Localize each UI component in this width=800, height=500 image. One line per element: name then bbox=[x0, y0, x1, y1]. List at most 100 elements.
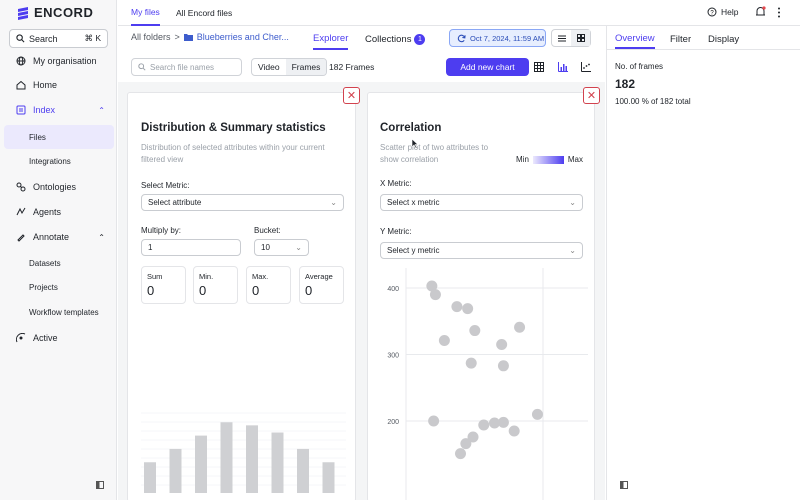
sidebar-item-label: Agents bbox=[33, 207, 62, 217]
chevron-down-icon: ⌄ bbox=[295, 243, 302, 252]
file-search-input[interactable]: Search file names bbox=[131, 58, 242, 76]
kebab-menu-icon[interactable] bbox=[777, 7, 781, 20]
select-metric-value: Select attribute bbox=[148, 198, 202, 207]
stat-label: Max. bbox=[252, 272, 269, 281]
close-correlation-card-button[interactable]: ✕ bbox=[583, 87, 600, 104]
sidebar-item-datasets[interactable]: Datasets bbox=[0, 251, 117, 275]
tab-filter[interactable]: Filter bbox=[670, 34, 692, 45]
bucket-value: 10 bbox=[261, 243, 270, 252]
breadcrumb-separator: > bbox=[174, 32, 180, 42]
sidebar-item-label: Ontologies bbox=[33, 182, 77, 192]
globe-icon bbox=[15, 56, 26, 67]
global-search[interactable]: Search ⌘ K bbox=[9, 29, 108, 48]
close-distribution-card-button[interactable]: ✕ bbox=[343, 87, 360, 104]
legend-min: Min bbox=[516, 155, 529, 164]
stat-max: Max. 0 bbox=[246, 266, 291, 304]
date-refresh-button[interactable]: Oct 7, 2024, 11:59 AM bbox=[449, 29, 546, 47]
y-tick-label: 400 bbox=[387, 286, 399, 293]
sidebar-item-label: Projects bbox=[29, 282, 58, 292]
scatter-point[interactable] bbox=[426, 280, 438, 292]
sidebar-item-label: Annotate bbox=[33, 232, 70, 242]
bar-chart-view-icon[interactable] bbox=[556, 60, 569, 73]
file-search-placeholder: Search file names bbox=[150, 62, 215, 72]
tab-overview[interactable]: Overview bbox=[615, 30, 655, 49]
scatter-point[interactable] bbox=[531, 408, 543, 420]
table-view-icon[interactable] bbox=[532, 60, 545, 73]
stat-value: 0 bbox=[147, 283, 155, 298]
scatter-point[interactable] bbox=[465, 357, 477, 369]
tab-display[interactable]: Display bbox=[708, 34, 740, 45]
brand-name: ENCORD bbox=[34, 5, 94, 20]
refresh-icon bbox=[457, 34, 466, 42]
sidebar-item-workflow-templates[interactable]: Workflow templates bbox=[0, 300, 117, 324]
scatter-point[interactable] bbox=[514, 321, 526, 333]
select-metric-dropdown[interactable]: Select attribute ⌄ bbox=[141, 194, 344, 211]
stat-average: Average 0 bbox=[299, 266, 344, 304]
sidebar-item-ontologies[interactable]: Ontologies bbox=[0, 175, 117, 199]
scatter-point[interactable] bbox=[451, 301, 463, 313]
scatter-point[interactable] bbox=[454, 448, 466, 460]
sidebar-item-label: My organisation bbox=[33, 56, 97, 66]
breadcrumb-root[interactable]: All folders bbox=[131, 32, 171, 42]
collapse-panel-icon[interactable] bbox=[620, 481, 628, 491]
tab-divider bbox=[606, 49, 800, 50]
seg-frames[interactable]: Frames bbox=[285, 59, 327, 75]
sidebar-item-label: Files bbox=[29, 132, 46, 142]
scatter-point[interactable] bbox=[497, 416, 509, 428]
collections-count-badge: 1 bbox=[414, 33, 426, 45]
sidebar-item-home[interactable]: Home bbox=[0, 73, 117, 97]
scatter-view-icon[interactable] bbox=[579, 60, 592, 73]
color-legend: Min Max bbox=[516, 155, 583, 164]
scatter-point[interactable] bbox=[508, 425, 520, 437]
frames-count: 182 Frames bbox=[329, 62, 375, 72]
scatter-point[interactable] bbox=[496, 339, 508, 351]
right-panel bbox=[606, 26, 800, 500]
sidebar-item-my-organisation[interactable]: My organisation bbox=[0, 49, 117, 73]
scatter-point[interactable] bbox=[460, 438, 472, 450]
sidebar-item-integrations[interactable]: Integrations bbox=[0, 149, 117, 173]
sidebar-item-agents[interactable]: Agents bbox=[0, 200, 117, 224]
add-new-chart-button[interactable]: Add new chart bbox=[446, 58, 529, 76]
notification-bell-icon[interactable] bbox=[755, 6, 766, 20]
multiply-value: 1 bbox=[148, 243, 153, 252]
scatter-point[interactable] bbox=[469, 325, 481, 337]
close-icon: ✕ bbox=[586, 90, 597, 102]
tab-my-files[interactable]: My files bbox=[131, 0, 160, 26]
tab-explorer[interactable]: Explorer bbox=[313, 28, 349, 50]
breadcrumb-folder[interactable]: Blueberries and Cher... bbox=[196, 32, 289, 42]
grid-view-icon[interactable] bbox=[571, 30, 590, 46]
logo[interactable]: ENCORD bbox=[16, 5, 93, 20]
tab-all-encord-files[interactable]: All Encord files bbox=[176, 8, 233, 18]
scatter-point[interactable] bbox=[478, 419, 490, 431]
correlation-scatter-plot: 200 300 400 bbox=[387, 268, 588, 500]
bucket-dropdown[interactable]: 10 ⌄ bbox=[254, 239, 309, 256]
scatter-point[interactable] bbox=[462, 303, 474, 315]
chevron-up-icon: ⌃ bbox=[98, 232, 105, 242]
stat-label: Sum bbox=[147, 272, 163, 281]
bucket-label: Bucket: bbox=[254, 226, 281, 235]
scatter-point[interactable] bbox=[489, 417, 500, 429]
collapse-sidebar-icon[interactable] bbox=[96, 481, 104, 491]
scatter-point[interactable] bbox=[429, 289, 441, 301]
x-metric-dropdown[interactable]: Select x metric ⌄ bbox=[380, 194, 583, 211]
multiply-input[interactable]: 1 bbox=[141, 239, 241, 256]
legend-gradient bbox=[532, 155, 564, 164]
tab-collections[interactable]: Collections 1 bbox=[365, 28, 426, 50]
scatter-point[interactable] bbox=[438, 335, 450, 347]
distribution-desc: Distribution of selected attributes with… bbox=[141, 143, 325, 164]
stat-value: 0 bbox=[252, 283, 260, 298]
sidebar-item-index[interactable]: Index ⌃ bbox=[0, 98, 117, 122]
scatter-point[interactable] bbox=[467, 431, 479, 443]
sidebar-item-files[interactable]: Files bbox=[4, 125, 114, 149]
y-metric-dropdown[interactable]: Select y metric ⌄ bbox=[380, 242, 583, 259]
sidebar-item-annotate[interactable]: Annotate ⌃ bbox=[0, 225, 117, 249]
chevron-down-icon: ⌄ bbox=[569, 246, 576, 255]
sidebar-item-projects[interactable]: Projects bbox=[0, 275, 117, 299]
seg-video[interactable]: Video bbox=[258, 62, 280, 72]
scatter-point[interactable] bbox=[497, 360, 509, 372]
list-view-icon[interactable] bbox=[552, 30, 571, 46]
scatter-point[interactable] bbox=[428, 415, 440, 427]
help-button[interactable]: ? Help bbox=[707, 7, 738, 17]
sidebar-item-active[interactable]: Active bbox=[0, 326, 117, 350]
distribution-title: Distribution & Summary statistics bbox=[141, 122, 326, 134]
